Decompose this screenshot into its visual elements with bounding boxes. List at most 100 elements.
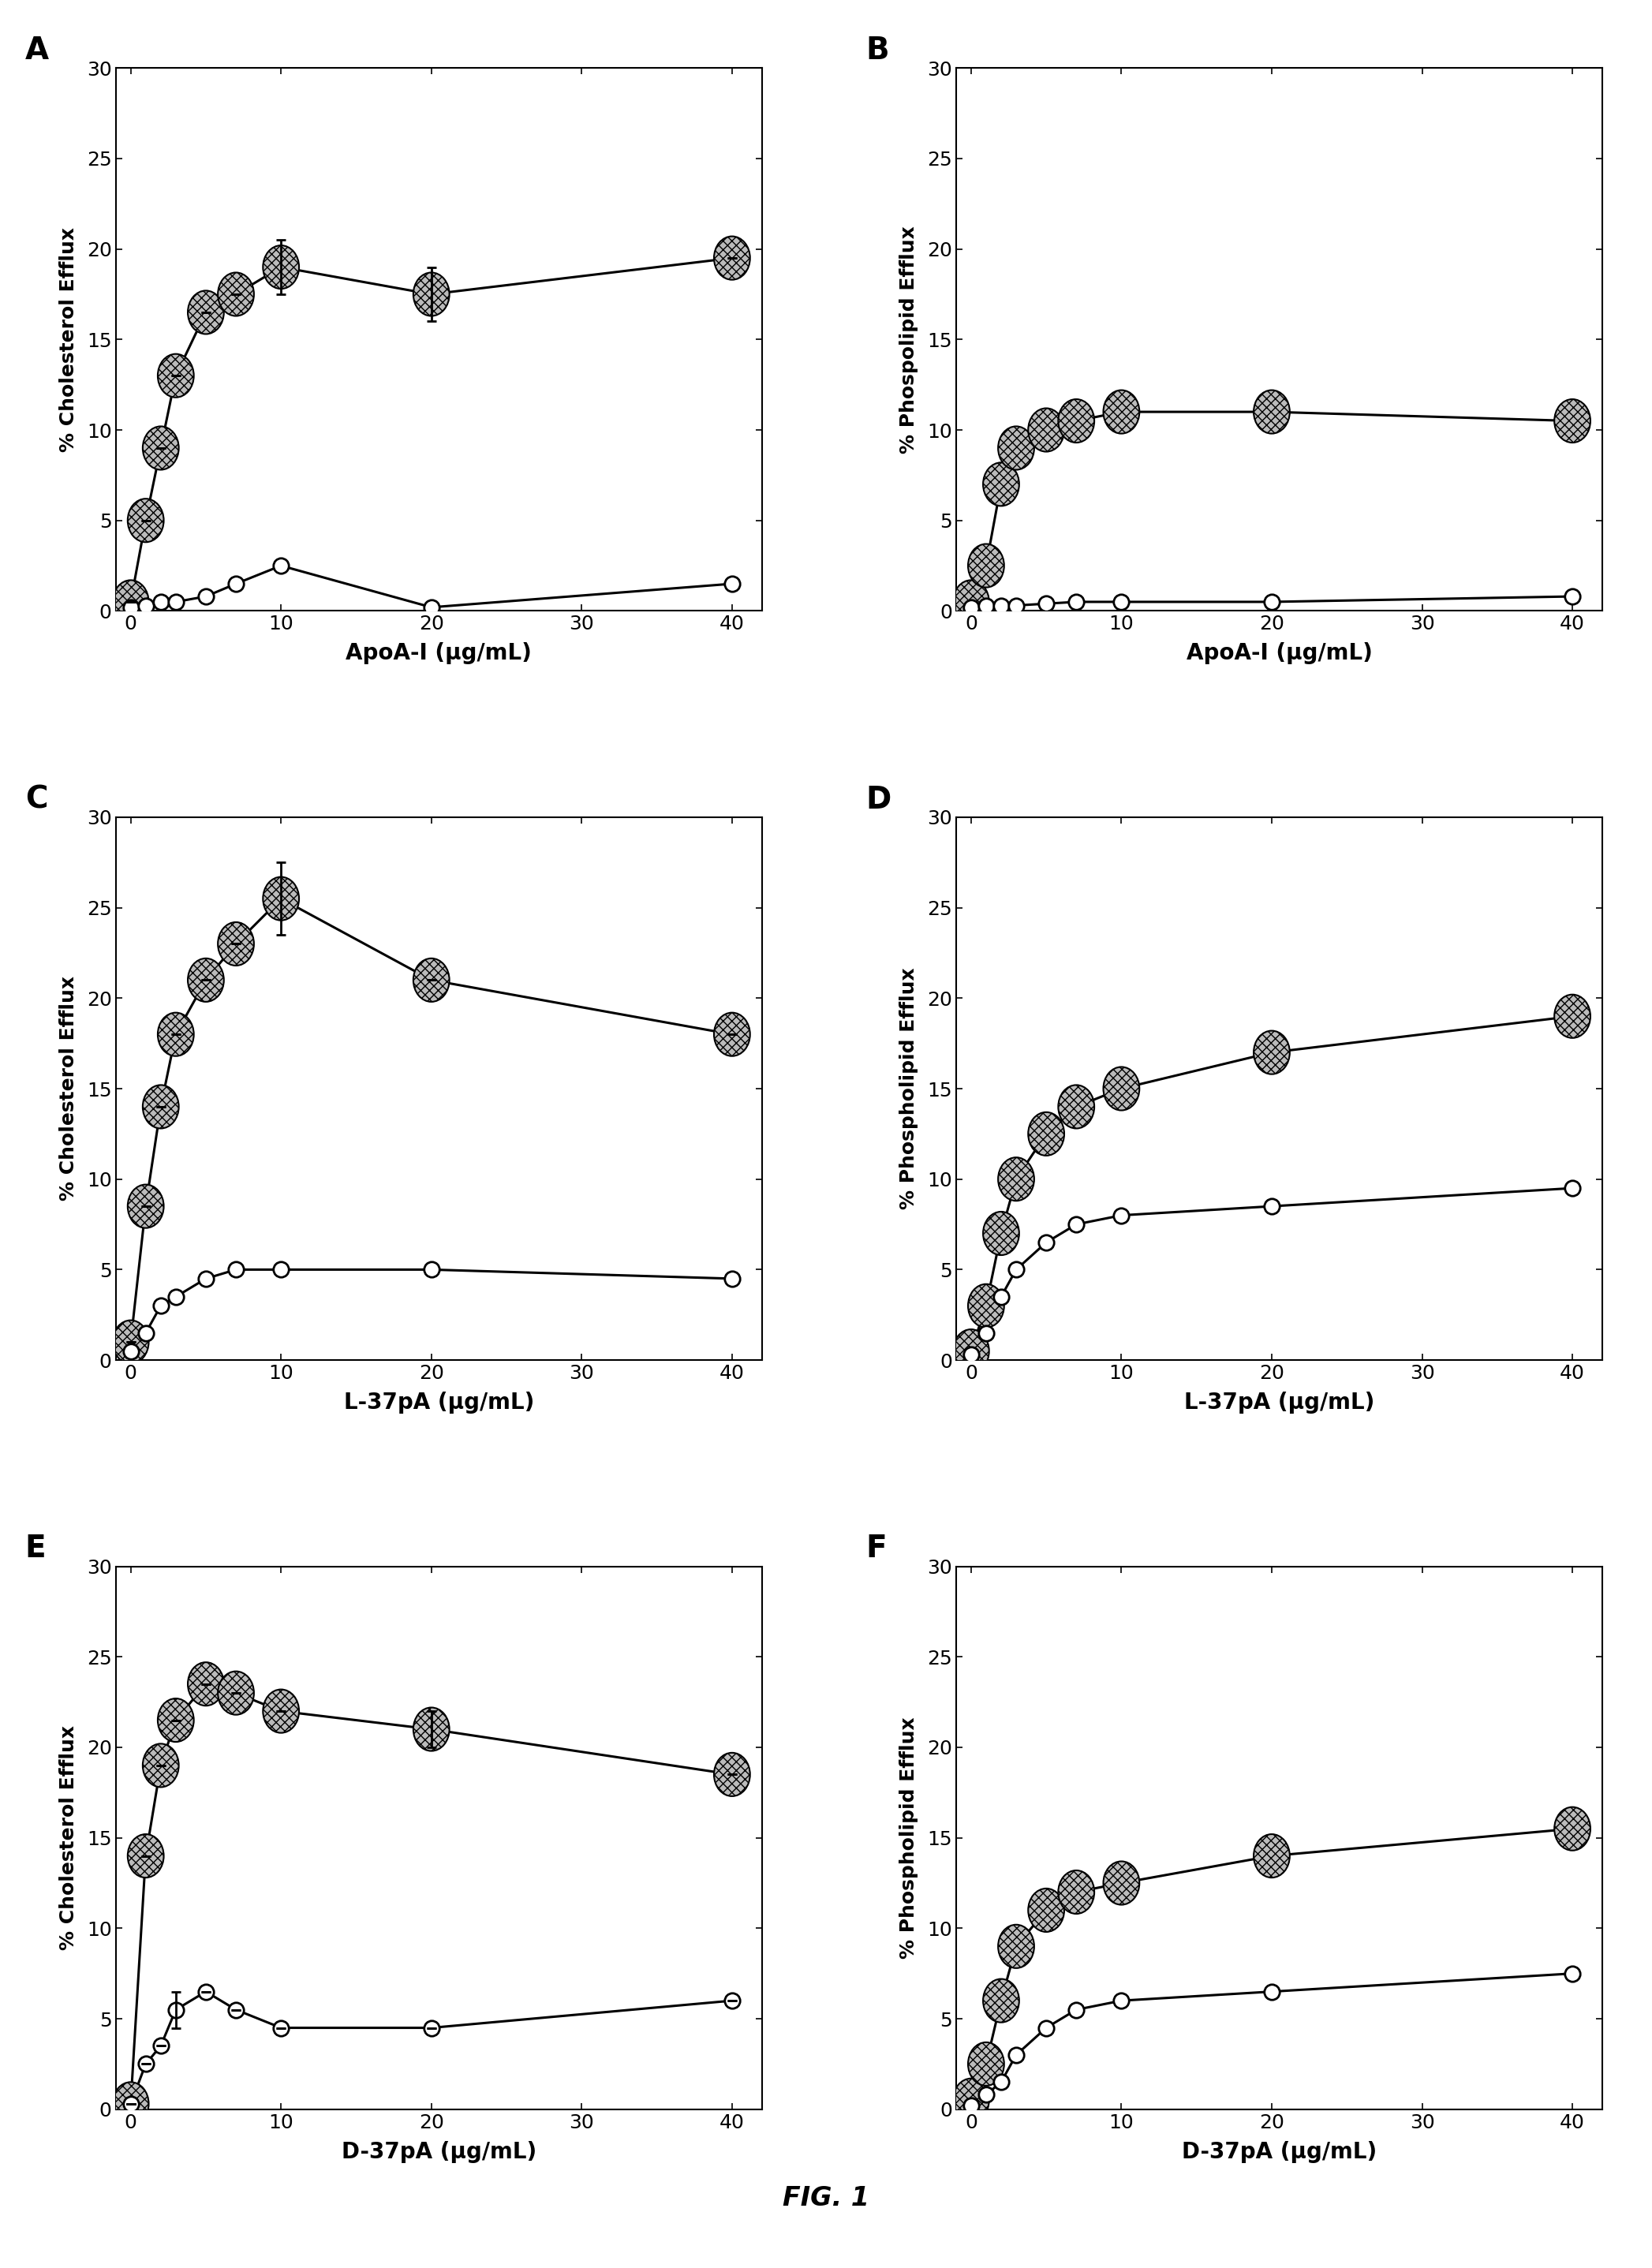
Point <box>988 1982 1014 2019</box>
Circle shape <box>1254 1835 1290 1878</box>
Point <box>268 880 294 916</box>
Point <box>147 583 173 619</box>
Point <box>988 467 1014 503</box>
Point <box>117 590 144 626</box>
Circle shape <box>714 1012 750 1057</box>
Y-axis label: % Cholesterol Efflux: % Cholesterol Efflux <box>59 975 78 1202</box>
Point <box>223 1991 249 2028</box>
Text: FIG. 1: FIG. 1 <box>783 2186 869 2211</box>
Point <box>958 583 985 619</box>
Point <box>1032 1892 1059 1928</box>
Point <box>973 547 999 583</box>
Point <box>1559 998 1586 1034</box>
Point <box>958 1334 985 1370</box>
Circle shape <box>142 1084 178 1129</box>
Point <box>1259 1973 1285 2009</box>
Point <box>1108 1070 1135 1107</box>
Point <box>193 1261 220 1297</box>
Text: B: B <box>866 36 889 66</box>
Y-axis label: % Phospholipid Efflux: % Phospholipid Efflux <box>899 1717 919 1960</box>
Point <box>1108 1198 1135 1234</box>
Point <box>1259 1837 1285 1873</box>
Point <box>268 1692 294 1728</box>
Point <box>719 1982 745 2019</box>
Point <box>1003 1252 1029 1288</box>
Point <box>132 587 159 624</box>
Point <box>1559 1170 1586 1207</box>
Point <box>1259 1188 1285 1225</box>
Point <box>1062 1873 1089 1910</box>
Point <box>223 277 249 313</box>
Circle shape <box>218 923 254 966</box>
Point <box>147 1089 173 1125</box>
Point <box>162 583 188 619</box>
Point <box>162 1279 188 1315</box>
X-axis label: ApoA-I (μg/mL): ApoA-I (μg/mL) <box>345 642 532 665</box>
Point <box>193 1665 220 1701</box>
Circle shape <box>968 544 1004 587</box>
Text: A: A <box>25 36 50 66</box>
Point <box>132 2046 159 2082</box>
Point <box>1062 1089 1089 1125</box>
Point <box>973 2046 999 2082</box>
Y-axis label: % Cholesterol Efflux: % Cholesterol Efflux <box>59 1726 78 1950</box>
Point <box>958 2082 985 2118</box>
Circle shape <box>263 245 299 288</box>
Point <box>973 1288 999 1325</box>
Point <box>1559 1955 1586 1991</box>
Point <box>1559 578 1586 615</box>
Point <box>958 2087 985 2123</box>
Point <box>973 2077 999 2114</box>
Circle shape <box>218 272 254 315</box>
Point <box>1062 1991 1089 2028</box>
Circle shape <box>157 354 193 397</box>
Point <box>1259 1034 1285 1070</box>
Circle shape <box>112 1320 149 1363</box>
Point <box>988 2064 1014 2100</box>
Circle shape <box>263 1690 299 1733</box>
Circle shape <box>263 878 299 921</box>
Circle shape <box>157 1012 193 1057</box>
Circle shape <box>968 2041 1004 2087</box>
Point <box>147 1288 173 1325</box>
X-axis label: D-37pA (μg/mL): D-37pA (μg/mL) <box>1181 2141 1376 2164</box>
Point <box>1108 1982 1135 2019</box>
Point <box>719 1261 745 1297</box>
Circle shape <box>1028 408 1064 451</box>
Point <box>1062 583 1089 619</box>
Circle shape <box>413 272 449 315</box>
Point <box>1003 587 1029 624</box>
Circle shape <box>413 959 449 1002</box>
Point <box>988 1216 1014 1252</box>
Circle shape <box>1104 1066 1140 1111</box>
X-axis label: L-37pA (μg/mL): L-37pA (μg/mL) <box>1184 1393 1374 1413</box>
Circle shape <box>714 236 750 279</box>
Circle shape <box>998 1157 1034 1200</box>
Text: C: C <box>25 785 48 814</box>
Point <box>719 240 745 277</box>
Circle shape <box>1028 1111 1064 1157</box>
Circle shape <box>1059 1084 1094 1129</box>
Point <box>193 962 220 998</box>
Point <box>117 1334 144 1370</box>
Circle shape <box>127 499 164 542</box>
Point <box>988 1279 1014 1315</box>
Circle shape <box>127 1184 164 1227</box>
Circle shape <box>983 1211 1019 1254</box>
Circle shape <box>998 426 1034 469</box>
Point <box>418 1710 444 1746</box>
Point <box>418 590 444 626</box>
Circle shape <box>998 1926 1034 1969</box>
Point <box>147 2028 173 2064</box>
Circle shape <box>1555 399 1591 442</box>
Circle shape <box>953 1329 990 1372</box>
Circle shape <box>983 1980 1019 2023</box>
Point <box>268 547 294 583</box>
Point <box>1108 1864 1135 1901</box>
Point <box>418 277 444 313</box>
Point <box>1108 583 1135 619</box>
Circle shape <box>1254 390 1290 433</box>
Point <box>132 1315 159 1352</box>
Circle shape <box>1555 996 1591 1039</box>
Point <box>132 1188 159 1225</box>
